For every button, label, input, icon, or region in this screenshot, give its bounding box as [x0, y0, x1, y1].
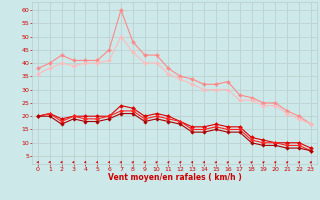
- X-axis label: Vent moyen/en rafales ( km/h ): Vent moyen/en rafales ( km/h ): [108, 173, 241, 182]
